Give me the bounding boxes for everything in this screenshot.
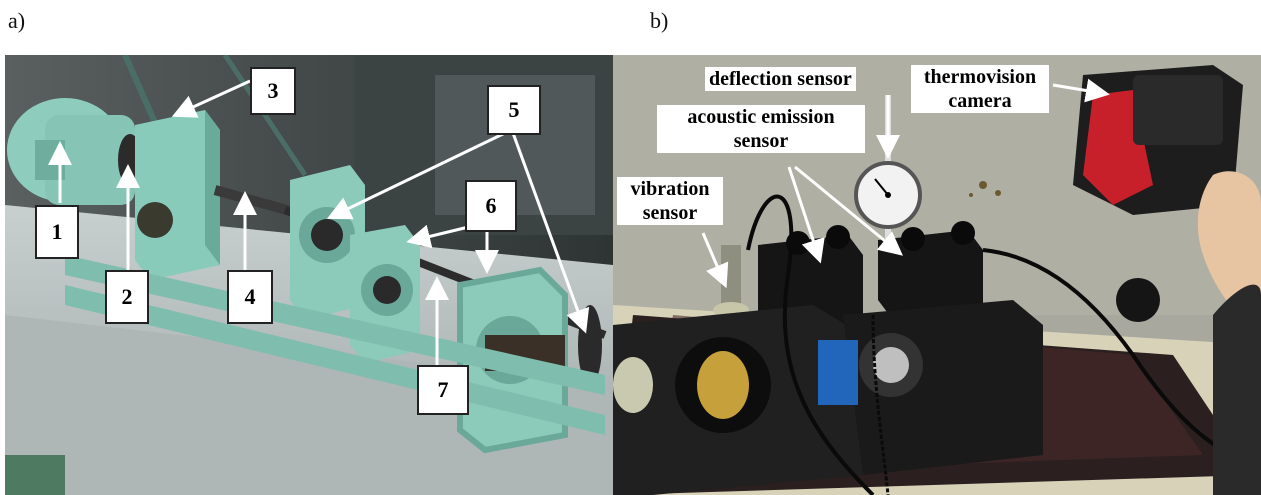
label-1: 1 — [35, 205, 79, 259]
label-4: 4 — [227, 270, 273, 324]
label-7: 7 — [417, 365, 469, 415]
label-vibration-line1: vibration — [630, 178, 710, 200]
label-thermovision-camera: thermovision camera — [911, 65, 1049, 113]
photo-b-sensor-setup: deflection sensor thermovision camera ac… — [613, 55, 1261, 495]
label-acoustic-emission-sensor: acoustic emission sensor — [657, 105, 865, 153]
label-vibration-line2: sensor — [642, 202, 698, 224]
label-acoustic-line2: sensor — [733, 130, 789, 152]
label-2: 2 — [105, 270, 149, 324]
label-deflection-sensor: deflection sensor — [705, 67, 856, 91]
label-5: 5 — [487, 85, 541, 135]
panel-b-letter: b) — [650, 8, 669, 33]
label-6: 6 — [465, 180, 517, 232]
photo-a-test-rig: 1 2 3 4 5 6 7 — [5, 55, 613, 495]
label-3: 3 — [250, 67, 296, 115]
label-vibration-sensor: vibration sensor — [617, 177, 723, 225]
photo-b-arrows — [701, 78, 1110, 289]
photo-a-arrows — [48, 79, 590, 373]
panel-a-letter: a) — [8, 8, 26, 33]
label-thermovision-line1: thermovision — [923, 66, 1037, 88]
label-thermovision-line2: camera — [948, 90, 1012, 112]
label-acoustic-line1: acoustic emission — [687, 106, 835, 128]
